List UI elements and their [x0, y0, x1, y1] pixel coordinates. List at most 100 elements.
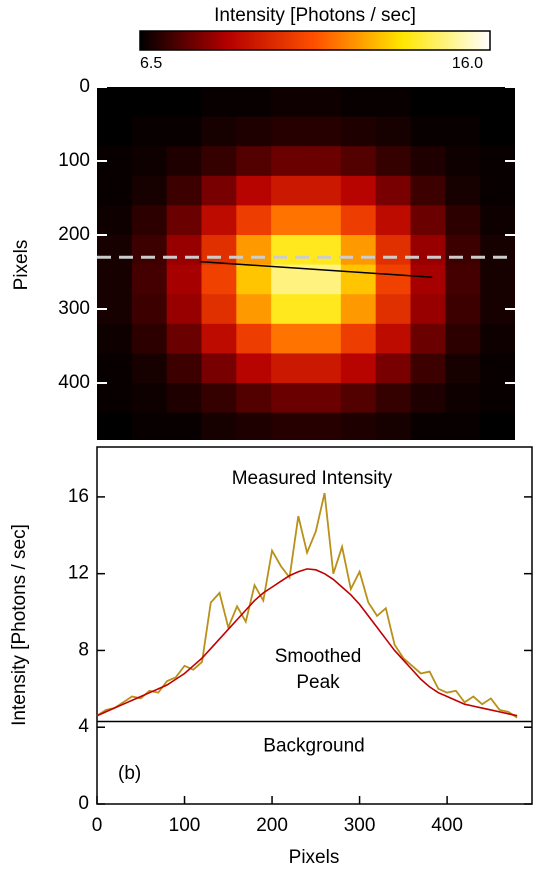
- heat-cell: [410, 323, 446, 354]
- annotation: Measured Intensity: [232, 468, 393, 489]
- heat-cell: [375, 323, 411, 354]
- heat-cell: [306, 205, 342, 236]
- heat-cell: [201, 175, 237, 206]
- colorbar-max-label: 16.0: [452, 55, 483, 72]
- heat-cell: [340, 146, 377, 177]
- y-tick-label: 400: [58, 372, 90, 393]
- heat-cell: [271, 146, 307, 177]
- heat-cell: [340, 175, 377, 206]
- heat-cell: [375, 353, 411, 384]
- heat-cell: [236, 205, 272, 236]
- y-tick-label: 0: [78, 793, 89, 814]
- heat-cell: [410, 383, 446, 414]
- heat-cell: [166, 116, 202, 147]
- heat-cell: [375, 412, 411, 440]
- panel-label: (b): [118, 763, 141, 784]
- heat-cell: [166, 383, 202, 414]
- heat-cell: [97, 264, 133, 295]
- heat-cell: [306, 175, 342, 206]
- heat-cell: [201, 264, 237, 295]
- heat-cell: [97, 175, 133, 206]
- y-tick-label: 200: [58, 224, 90, 245]
- heat-cell: [480, 412, 515, 440]
- heat-cell: [410, 264, 446, 295]
- heat-cell: [236, 412, 272, 440]
- heat-cell: [166, 175, 202, 206]
- y-tick-label: 4: [78, 716, 89, 737]
- heat-cell: [166, 205, 202, 236]
- colorbar-title: Intensity [Photons / sec]: [214, 5, 416, 26]
- heat-cell: [166, 146, 202, 177]
- heat-cell: [340, 205, 377, 236]
- heat-cell: [340, 353, 377, 384]
- heat-cell: [410, 205, 446, 236]
- heat-cell: [375, 294, 411, 325]
- heat-cell: [375, 146, 411, 177]
- heat-cell: [166, 412, 202, 440]
- heat-cell: [271, 205, 307, 236]
- heat-cell: [271, 353, 307, 384]
- heat-cell: [271, 323, 307, 354]
- heat-cell: [271, 412, 307, 440]
- heat-cell: [480, 353, 515, 384]
- heat-cell: [236, 235, 272, 266]
- heat-cell: [306, 294, 342, 325]
- heat-cell: [131, 175, 168, 206]
- heat-cell: [410, 235, 446, 266]
- heat-cell: [236, 264, 272, 295]
- cut-line: [199, 260, 433, 278]
- heat-cell: [410, 294, 446, 325]
- heat-cell: [306, 87, 342, 118]
- heat-cell: [340, 412, 377, 440]
- x-tick-label: 100: [169, 815, 201, 836]
- x-tick-label: 200: [256, 815, 288, 836]
- heat-cell: [375, 235, 411, 266]
- heat-cell: [131, 383, 168, 414]
- heat-cell: [340, 294, 377, 325]
- heat-cell: [97, 383, 133, 414]
- heat-cell: [236, 294, 272, 325]
- heat-cell: [480, 383, 515, 414]
- heat-cell: [131, 412, 168, 440]
- heat-cell: [445, 383, 481, 414]
- plot-frame: [96, 446, 533, 805]
- heat-cell: [271, 264, 307, 295]
- heat-cell: [131, 116, 168, 147]
- heat-cell: [340, 264, 377, 295]
- heat-cell: [236, 383, 272, 414]
- heat-cell: [131, 235, 168, 266]
- background-label: Background: [263, 735, 364, 756]
- heat-cell: [445, 146, 481, 177]
- heat-cell: [166, 323, 202, 354]
- heat-cell: [340, 116, 377, 147]
- heat-cell: [131, 353, 168, 384]
- y-tick-label: 300: [58, 298, 90, 319]
- heat-cell: [306, 146, 342, 177]
- heat-cell: [97, 353, 133, 384]
- heat-cell: [271, 294, 307, 325]
- heat-cell: [445, 87, 481, 118]
- heat-cell: [201, 235, 237, 266]
- x-tick-label: 0: [92, 815, 103, 836]
- heat-cell: [340, 383, 377, 414]
- y-tick-label: 0: [79, 76, 90, 97]
- heat-cell: [97, 87, 133, 118]
- heat-cell: [271, 87, 307, 118]
- heat-cell: [410, 116, 446, 147]
- heat-cell: [375, 205, 411, 236]
- heat-cell: [375, 383, 411, 414]
- x-tick-label: 300: [344, 815, 376, 836]
- heat-cell: [201, 294, 237, 325]
- heat-cell: [236, 116, 272, 147]
- heat-cell: [306, 323, 342, 354]
- heat-cell: [306, 235, 342, 266]
- heat-cell: [480, 205, 515, 236]
- heat-cell: [410, 87, 446, 118]
- heat-cell: [201, 116, 237, 147]
- x-tick-label: 400: [431, 815, 463, 836]
- heat-cell: [410, 353, 446, 384]
- heat-cell: [445, 205, 481, 236]
- y-tick-label: 100: [58, 150, 90, 171]
- heat-cell: [97, 235, 133, 266]
- heat-cell: [97, 323, 133, 354]
